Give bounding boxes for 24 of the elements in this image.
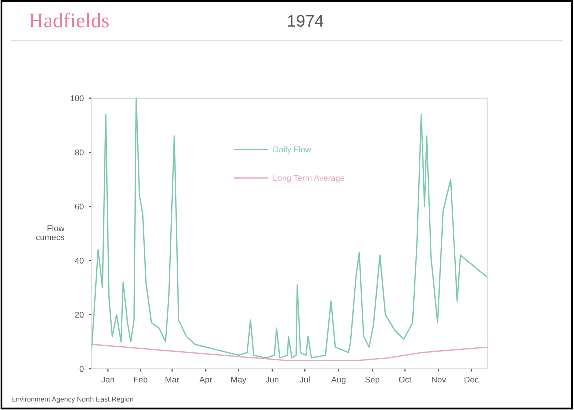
y-tick-label: 0: [80, 366, 84, 372]
legend-label: Daily Flow: [274, 146, 312, 154]
x-tick-label: Jan: [102, 376, 114, 383]
y-tick-label: 20: [75, 312, 84, 318]
x-tick-label: Jun: [266, 376, 279, 383]
x-tick-label: Feb: [134, 376, 148, 383]
x-tick-label: Apr: [200, 376, 212, 384]
chart-subtitle: 1974: [288, 15, 324, 28]
x-tick-label: Mar: [166, 376, 180, 383]
y-tick-label: 80: [75, 150, 84, 156]
x-tick-label: Nov: [432, 376, 446, 383]
chart-title: Hadfields: [29, 12, 109, 28]
x-tick-label: May: [232, 376, 247, 384]
x-tick-label: Jul: [300, 376, 310, 383]
x-tick-label: Sep: [366, 376, 380, 384]
x-tick-label: Dec: [464, 376, 479, 383]
y-tick-label: 40: [75, 258, 84, 264]
x-tick-label: Oct: [399, 376, 412, 383]
x-tick-label: Aug: [331, 376, 346, 384]
y-tick-label: 100: [70, 96, 84, 102]
y-tick-label: 60: [75, 204, 84, 210]
legend-label: Long Term Average: [274, 175, 345, 183]
line-series: [92, 344, 488, 362]
y-axis-title: Flow cumecs: [36, 225, 65, 240]
